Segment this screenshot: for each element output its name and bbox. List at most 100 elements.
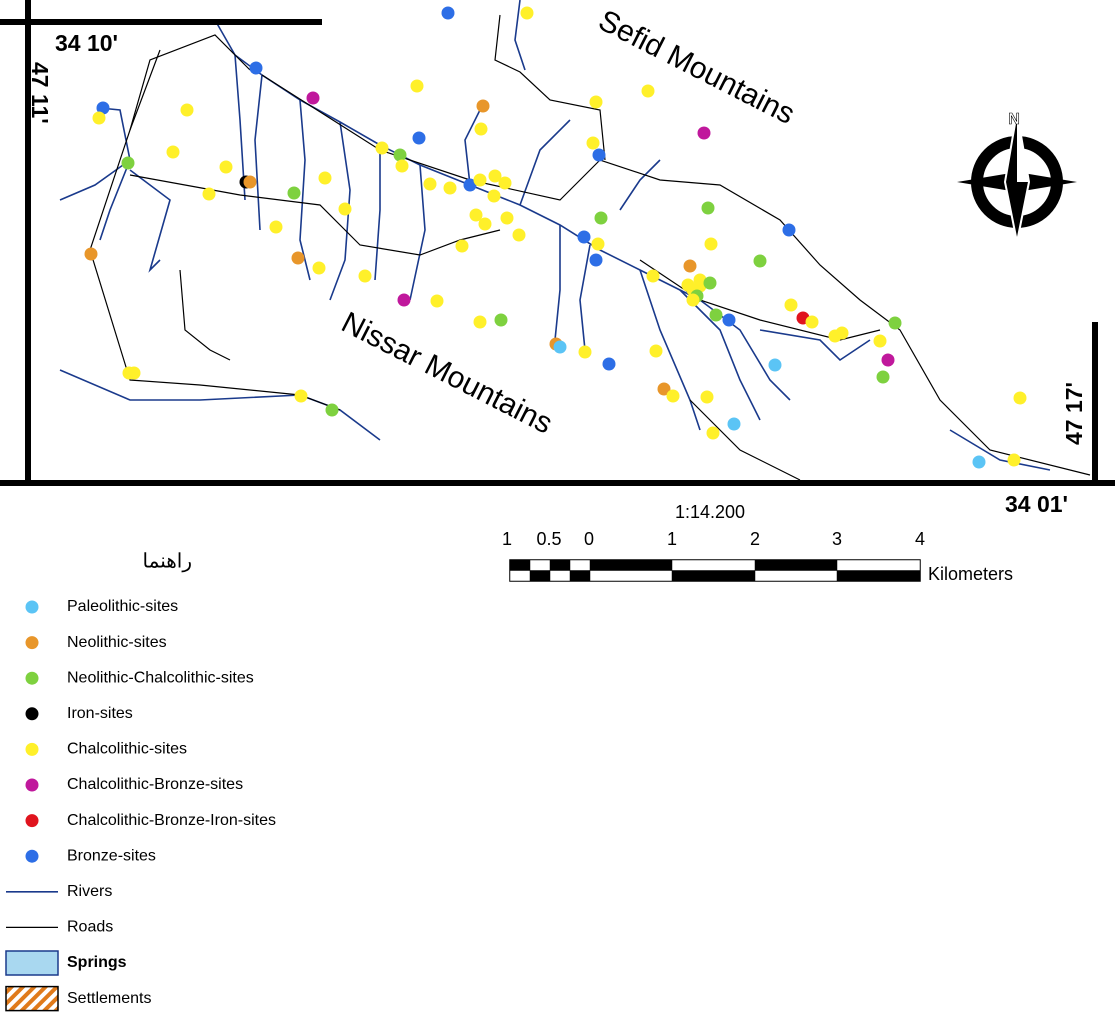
site [512,228,526,242]
scale-segment [510,560,530,571]
site [589,253,603,267]
road [689,399,801,481]
site [291,251,305,265]
scale-tick-label: 0.5 [536,529,561,549]
scale-segment [672,570,755,581]
river [234,54,246,201]
river [579,244,591,351]
legend-label: Iron-sites [67,705,133,722]
legend-marker [25,742,39,756]
site [494,313,508,327]
site [646,269,660,283]
river [254,74,263,231]
road [129,34,251,131]
site [474,122,488,136]
scale-segment [754,570,838,582]
scale-segment [549,570,571,582]
site [338,202,352,216]
site [423,177,437,191]
site [84,247,98,261]
site [500,211,514,225]
legend: Paleolithic-sites Neolithic-sites Neolithi… [5,598,276,1012]
river [949,429,1051,471]
site [520,6,534,20]
site [430,294,444,308]
scale-tick-label: 1 [667,529,677,549]
site [876,370,890,384]
site [473,173,487,187]
scale-tick-label: 2 [750,529,760,549]
site [219,160,233,174]
river [464,109,481,186]
north-label: N [1008,111,1020,128]
scale-segment [589,570,673,582]
river [639,269,701,431]
site [722,313,736,327]
scale-tick-label: 3 [832,529,842,549]
site [704,237,718,251]
legend-label: Paleolithic-sites [67,598,178,615]
scale-segment [590,560,672,571]
site [473,315,487,329]
scale-segment [755,560,837,571]
site [578,345,592,359]
site [835,326,849,340]
site [782,223,796,237]
coordinate: 34 01' [1005,491,1068,517]
site [318,171,332,185]
coordinate: 47 17' [1061,382,1087,445]
river [214,19,701,301]
river [409,164,426,301]
legend-marker [25,636,39,650]
road [179,269,231,361]
site [805,315,819,329]
scale-segment [836,559,921,571]
site [873,334,887,348]
site [1007,453,1021,467]
legend-marker [25,600,39,614]
site [180,103,194,117]
site [397,293,411,307]
river [59,369,381,441]
coordinate: 47 11' [27,62,53,124]
scale-tick-label: 4 [915,529,925,549]
site [294,389,308,403]
road [89,49,341,411]
site [455,239,469,253]
site [594,211,608,225]
legend-marker [25,814,39,828]
site [768,358,782,372]
river [759,329,871,362]
site [881,353,895,367]
scale-segment [509,570,531,582]
site [577,230,591,244]
site [693,279,707,293]
site [683,259,697,273]
site [441,6,455,20]
site [393,148,407,162]
legend-label: Chalcolithic-Bronze-Iron-sites [67,812,276,829]
site [498,176,512,190]
legend-label: Rivers [67,883,112,900]
site [375,141,389,155]
site [553,340,567,354]
river [514,0,526,71]
scale-segment [570,570,590,581]
legend-label: Chalcolithic-Bronze-sites [67,776,243,793]
site [287,186,301,200]
site [306,91,320,105]
site [657,382,671,396]
road [639,259,881,341]
site [121,156,135,170]
site [476,99,490,113]
site [784,298,798,312]
site [641,84,655,98]
site [312,261,326,275]
site [972,455,986,469]
site [410,79,424,93]
scale-segment [530,570,550,581]
legend-label: Roads [67,919,113,936]
coordinate: 34 10' [55,30,118,56]
scale-segment [671,559,756,571]
site [727,417,741,431]
